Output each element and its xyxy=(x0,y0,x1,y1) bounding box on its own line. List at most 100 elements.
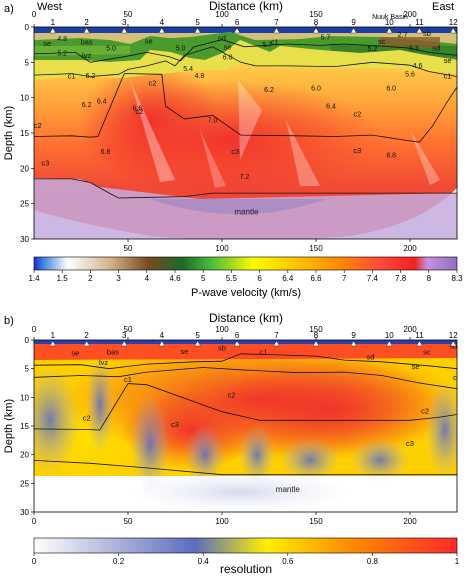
obs-marker xyxy=(83,340,91,347)
x-bottom-tick-label: 0 xyxy=(32,517,37,526)
obs-marker xyxy=(49,27,57,34)
velocity-contour-label: 4.8 xyxy=(57,36,67,43)
y-tick-label: 20 xyxy=(20,164,29,173)
x-top-tick-label: 200 xyxy=(403,10,417,19)
x-bottom-tick-label: 50 xyxy=(124,244,133,253)
obs-label: 5 xyxy=(195,331,200,340)
layer-label: sc xyxy=(423,347,431,356)
x-top-tick-label: 100 xyxy=(215,325,229,334)
colorbar-tick-label: 6.4 xyxy=(282,274,294,283)
layer-label: bas xyxy=(107,347,119,356)
colorbar-tick-label: 2 xyxy=(88,274,93,283)
layer-boundary xyxy=(34,73,457,143)
obs-marker xyxy=(233,340,241,347)
layer-label: mantle xyxy=(234,207,259,216)
layer-label: c1 xyxy=(453,373,461,382)
obs-marker xyxy=(350,340,358,347)
obs-label: 2 xyxy=(84,18,89,27)
obs-marker xyxy=(415,340,423,347)
layer-boundary xyxy=(34,460,457,476)
obs-label: 6 xyxy=(235,331,240,340)
obs-marker xyxy=(83,27,91,34)
colorbar-tick-label: 0.8 xyxy=(367,557,379,566)
velocity-contour-label: 4.6 xyxy=(413,63,423,70)
layer-label: sd xyxy=(432,43,440,52)
layer-labels: sebaslvzsesbc1c1c2c3c2c2c3sdsesbscc1mant… xyxy=(71,342,461,494)
y-tick-label: 5 xyxy=(25,58,30,67)
obs-marker xyxy=(273,340,280,347)
colorbar-tick-label: 0.4 xyxy=(198,557,210,566)
layer-label: se xyxy=(43,39,51,48)
panel-b-label: b) xyxy=(4,315,14,327)
layer-boundary xyxy=(34,367,457,390)
obs-label: 9 xyxy=(351,18,356,27)
velocity-panel: a) West East Distance (km) Nuuk Basin xyxy=(3,0,463,299)
obs-label: 10 xyxy=(385,18,394,27)
layer-label: se xyxy=(71,348,79,357)
obs-markers: 1 2 3 4 5 6 7 8 9 10 11 12 xyxy=(49,331,458,347)
layer-label: c2 xyxy=(227,390,235,399)
obs-label: 11 xyxy=(415,331,424,340)
layer-boundary xyxy=(34,353,457,370)
velocity-contour-label: 6.0 xyxy=(311,86,321,93)
obs-label: 7 xyxy=(274,18,279,27)
layer-boundary xyxy=(34,39,457,63)
y-tick-label: 0 xyxy=(25,23,30,32)
obs-marker xyxy=(415,27,423,34)
layer-label: sc xyxy=(378,37,386,46)
east-label: East xyxy=(432,1,454,13)
panel-a-label: a) xyxy=(4,3,14,15)
colorbar-tick-label: 4.6 xyxy=(169,274,181,283)
velocity-contour-label: 5.0 xyxy=(176,45,186,52)
obs-label: 4 xyxy=(160,18,165,27)
layer-label: c3 xyxy=(406,439,414,448)
obs-marker xyxy=(385,27,393,34)
layer-label: se xyxy=(145,36,153,45)
layer-label: c2 xyxy=(421,406,429,415)
layer-label: c1 xyxy=(271,38,279,47)
colorbar-tick-label: 7 xyxy=(342,274,347,283)
colorbar-tick-label: 0.6 xyxy=(282,557,294,566)
panel-a-title: Distance (km) xyxy=(209,0,283,13)
velocity-contour-label: 6.2 xyxy=(264,87,274,94)
obs-marker xyxy=(158,340,166,347)
layer-label: mantle xyxy=(276,485,301,494)
layer-label: sd xyxy=(218,33,226,42)
x-bottom-tick-label: 50 xyxy=(124,517,133,526)
obs-label: 10 xyxy=(385,331,394,340)
basin-label: Nuuk Basin xyxy=(372,14,408,21)
layer-label: se xyxy=(180,347,188,356)
velocity-contour-label: 5.0 xyxy=(106,45,116,52)
x-bottom-tick-label: 100 xyxy=(215,244,229,253)
panel-b-title: Distance (km) xyxy=(209,311,283,325)
colorbar-tick-label: 8.3 xyxy=(451,274,463,283)
layer-label: c1 xyxy=(444,72,452,81)
y-tick-label: 25 xyxy=(20,200,29,209)
x-top-tick-label: 50 xyxy=(124,325,133,334)
resolution-field: sebaslvzsesbc1c1c2c3c2c2c3sdsesbscc1mant… xyxy=(34,340,461,512)
colorbar-tick-label: 1 xyxy=(455,557,460,566)
velocity-colorbar xyxy=(33,256,458,271)
obs-label: 1 xyxy=(51,18,56,27)
velocity-contour-label: 5.2 xyxy=(368,46,378,53)
velocity-contour-label: 5.4 xyxy=(183,66,193,73)
obs-marker xyxy=(273,27,280,34)
obs-marker xyxy=(120,340,128,347)
velocity-contour-label: 6.0 xyxy=(386,86,396,93)
x-top-tick-label: 50 xyxy=(124,10,133,19)
layer-label: lvz xyxy=(82,51,91,60)
colorbar-tick-label: 7.8 xyxy=(395,274,407,283)
layer-label: sb xyxy=(218,343,226,352)
layer-label: c2 xyxy=(148,79,156,88)
velocity-contour-label: 5.7 xyxy=(321,35,331,42)
velocity-contour-label: 2.7 xyxy=(398,32,408,39)
x-top-tick-label: 150 xyxy=(309,325,323,334)
y-tick-label: 15 xyxy=(20,422,29,431)
y-tick-label: 10 xyxy=(20,94,29,103)
velocity-contour-label: 4.8 xyxy=(195,73,205,80)
obs-marker xyxy=(312,340,320,347)
x-top-tick-label: 150 xyxy=(309,10,323,19)
layer-label: c2 xyxy=(83,413,91,422)
